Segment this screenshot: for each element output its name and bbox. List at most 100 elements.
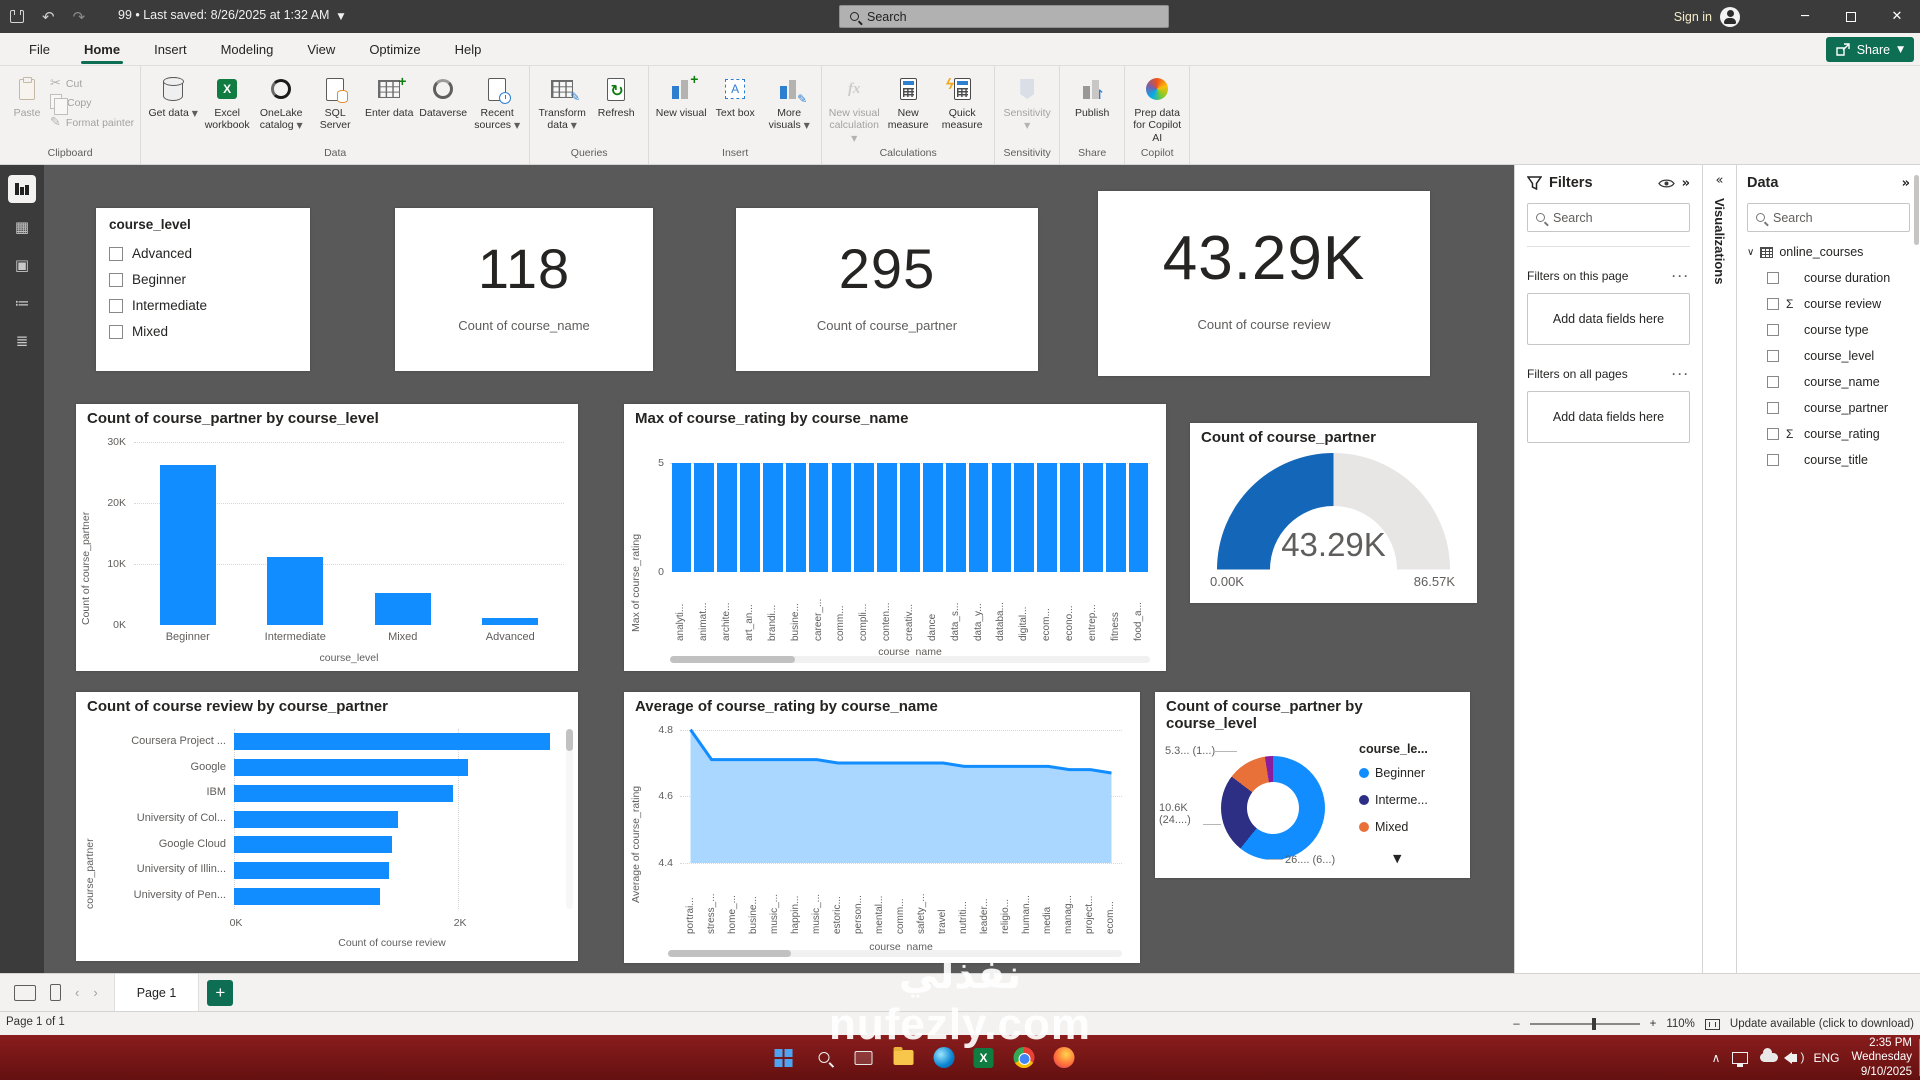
table-online-courses[interactable]: ∨ online_courses xyxy=(1747,245,1864,259)
chart-avg-rating-by-name[interactable]: Average of course_rating by course_name … xyxy=(624,692,1140,963)
menu-tab-modeling[interactable]: Modeling xyxy=(220,42,274,57)
bar-5[interactable] xyxy=(785,463,806,572)
undo-icon[interactable]: ↶ xyxy=(42,7,55,26)
maximize-button[interactable] xyxy=(1828,0,1874,33)
minimize-button[interactable]: ─ xyxy=(1801,9,1809,24)
legend-item-interme[interactable]: Interme... xyxy=(1359,793,1428,807)
bar-4[interactable] xyxy=(762,463,783,572)
menu-tab-home[interactable]: Home xyxy=(67,33,137,66)
chart-review-by-partner[interactable]: Count of course review by course_partner… xyxy=(76,692,578,961)
task-view-icon[interactable] xyxy=(852,1046,876,1070)
checkbox-icon[interactable] xyxy=(109,246,123,261)
tray-expand-icon[interactable]: ∧ xyxy=(1711,1050,1721,1065)
ribbon-button-dataverse[interactable]: Dataverse xyxy=(417,70,469,119)
checkbox-icon[interactable] xyxy=(1767,428,1779,440)
new-page-button[interactable]: + xyxy=(207,979,234,1006)
bar-20[interactable] xyxy=(1128,463,1149,572)
bar-17[interactable] xyxy=(1060,463,1080,572)
ribbon-button-sensitivity[interactable]: Sensitivity ▼ xyxy=(1001,70,1053,132)
h-scrollbar[interactable] xyxy=(670,656,1150,663)
donut-ring[interactable] xyxy=(1221,756,1325,860)
share-button[interactable]: Share ▼ xyxy=(1825,37,1914,62)
sign-in-button[interactable]: Sign in xyxy=(1674,0,1740,33)
network-icon[interactable] xyxy=(1732,1051,1749,1067)
bar-intermediate[interactable] xyxy=(267,557,324,625)
checkbox-icon[interactable] xyxy=(1767,272,1779,284)
report-canvas[interactable]: course_level Advanced Beginner Intermedi… xyxy=(44,165,1514,973)
onedrive-icon[interactable] xyxy=(1760,1048,1779,1062)
rail-dax-query-view[interactable]: ≔ xyxy=(14,294,30,312)
bar-8[interactable] xyxy=(854,463,875,572)
slicer-option-advanced[interactable]: Advanced xyxy=(109,246,192,261)
bar-0[interactable] xyxy=(671,463,692,572)
bar-14[interactable] xyxy=(991,463,1012,572)
ribbon-button-format-painter[interactable]: ✎ Format painter xyxy=(50,115,135,130)
more-options-icon[interactable]: ··· xyxy=(1672,269,1690,283)
bar-11[interactable] xyxy=(922,463,943,572)
rail-tmdl-view[interactable]: ≣ xyxy=(15,332,29,350)
fit-to-page-icon[interactable] xyxy=(1704,1018,1720,1030)
bar-3[interactable] xyxy=(740,463,760,572)
taskbar-search-icon[interactable] xyxy=(812,1046,836,1070)
card-count-course-name[interactable]: 118 Count of course_name xyxy=(395,208,653,371)
checkbox-icon[interactable] xyxy=(109,272,123,287)
ribbon-button-onelake-catalog[interactable]: OneLake catalog ▼ xyxy=(255,70,307,132)
title-search-input[interactable]: Search xyxy=(839,5,1169,28)
filters-search-input[interactable]: Search xyxy=(1527,203,1690,232)
ribbon-button-transform-data[interactable]: ✎ Transform data ▼ xyxy=(536,70,588,132)
bar-19[interactable] xyxy=(1105,463,1126,572)
save-icon[interactable] xyxy=(10,10,24,23)
bar-6[interactable] xyxy=(808,463,829,572)
h-scrollbar[interactable] xyxy=(668,950,1122,957)
bar-18[interactable] xyxy=(1082,463,1103,572)
rail-table-view[interactable]: ▦ xyxy=(14,218,30,236)
bar-3[interactable] xyxy=(234,810,398,828)
ribbon-button-more-visuals[interactable]: ✎ More visuals ▼ xyxy=(763,70,815,132)
bar-16[interactable] xyxy=(1037,463,1058,572)
zoom-in-icon[interactable]: + xyxy=(1649,1018,1657,1030)
bar-2[interactable] xyxy=(717,463,738,572)
slicer-option-intermediate[interactable]: Intermediate xyxy=(109,298,207,313)
ribbon-button-excel-workbook[interactable]: X Excel workbook xyxy=(201,70,253,132)
field-course-review[interactable]: Σ course review xyxy=(1767,297,1910,311)
card-count-course-partner[interactable]: 295 Count of course_partner xyxy=(736,208,1038,371)
firefox-icon[interactable] xyxy=(1052,1046,1076,1070)
slicer-course-level[interactable]: course_level Advanced Beginner Intermedi… xyxy=(96,208,310,371)
menu-tab-insert[interactable]: Insert xyxy=(154,42,187,57)
start-button-icon[interactable] xyxy=(772,1046,796,1070)
chart-max-rating-by-name[interactable]: Max of course_rating by course_name Max … xyxy=(624,404,1166,671)
checkbox-icon[interactable] xyxy=(1767,376,1779,388)
ribbon-button-copy[interactable]: Copy xyxy=(50,94,134,115)
add-fields-dropzone[interactable]: Add data fields here xyxy=(1527,293,1690,345)
ribbon-button-paste[interactable]: Paste xyxy=(6,70,48,119)
ribbon-button-recent-sources[interactable]: Recent sources ▼ xyxy=(471,70,523,132)
bar-10[interactable] xyxy=(900,463,920,572)
zoom-slider[interactable] xyxy=(1529,1018,1640,1030)
collapse-pane-icon[interactable]: » xyxy=(1681,175,1690,191)
legend-item-beginner[interactable]: Beginner xyxy=(1359,766,1425,780)
close-button[interactable]: ✕ xyxy=(1891,9,1903,24)
mobile-layout-icon[interactable] xyxy=(50,984,61,1001)
ribbon-button-new-measure[interactable]: New measure xyxy=(882,70,934,132)
slicer-option-beginner[interactable]: Beginner xyxy=(109,272,186,287)
ribbon-button-text-box[interactable]: A Text box xyxy=(709,70,761,119)
checkbox-icon[interactable] xyxy=(109,324,123,339)
slicer-option-mixed[interactable]: Mixed xyxy=(109,324,168,339)
language-indicator[interactable]: ENG xyxy=(1813,1050,1840,1065)
menu-tab-optimize[interactable]: Optimize xyxy=(369,42,421,57)
bar-beginner[interactable] xyxy=(159,464,216,625)
rail-model-view[interactable]: ▣ xyxy=(14,256,30,274)
field-course_title[interactable]: Σ course_title xyxy=(1767,453,1910,467)
add-fields-dropzone[interactable]: Add data fields here xyxy=(1527,391,1690,443)
checkbox-icon[interactable] xyxy=(1767,454,1779,466)
excel-icon[interactable]: X xyxy=(972,1046,996,1070)
clock[interactable]: 2:35 PM Wednesday 9/10/2025 xyxy=(1851,1036,1912,1078)
bar-1[interactable] xyxy=(234,759,469,777)
rail-report-view[interactable] xyxy=(8,175,36,203)
donut-partner-by-level[interactable]: Count of course_partner by course_level … xyxy=(1155,692,1470,878)
next-page-icon[interactable]: › xyxy=(93,985,98,1000)
gauge-count-course-partner[interactable]: Count of course_partner 43.29K 0.00K 86.… xyxy=(1190,423,1477,603)
bar-2[interactable] xyxy=(234,784,453,802)
prev-page-icon[interactable]: ‹ xyxy=(75,985,80,1000)
field-course-duration[interactable]: Σ course duration xyxy=(1767,271,1910,285)
